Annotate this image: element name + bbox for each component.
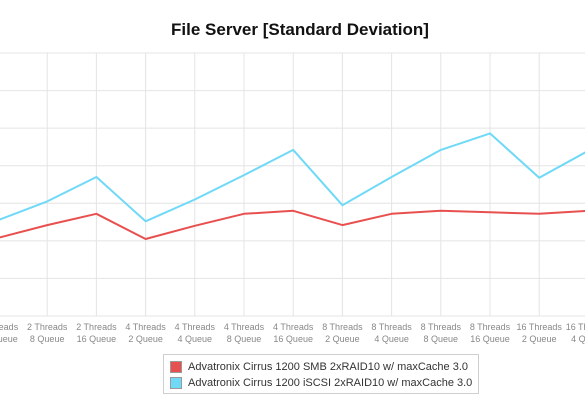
- x-tick-label-line1: 2 Threads: [27, 322, 68, 332]
- x-tick-label-line2: 2 Queue: [128, 334, 163, 344]
- x-tick-label-line1: 16 Threads: [566, 322, 585, 332]
- legend-swatch-smb: [170, 361, 182, 373]
- x-tick-label-line2: 2 Queue: [325, 334, 360, 344]
- legend-label-iscsi: Advatronix Cirrus 1200 iSCSI 2xRAID10 w/…: [188, 377, 473, 389]
- legend-item-iscsi: Advatronix Cirrus 1200 iSCSI 2xRAID10 w/…: [170, 376, 472, 390]
- x-tick-label-line2: 16 Queue: [0, 334, 18, 344]
- chart-legend: Advatronix Cirrus 1200 SMB 2xRAID10 w/ m…: [163, 354, 479, 394]
- x-tick-label: 4 Threads 16 Queue: [273, 322, 314, 344]
- x-tick-label-line2: 4 Queue: [571, 334, 585, 344]
- series-line-smb: [0, 209, 585, 240]
- x-tick-label-line2: 2 Queue: [522, 334, 557, 344]
- x-tick-label-line1: 4 Threads: [273, 322, 314, 332]
- series-line-iscsi: [0, 132, 585, 223]
- x-tick-label-line1: 4 Threads: [175, 322, 216, 332]
- x-tick-label-line1: 4 Threads: [125, 322, 166, 332]
- x-tick-label: 4 Threads 4 Queue: [175, 322, 216, 344]
- x-tick-label: 2 Threads 16 Queue: [76, 322, 117, 344]
- x-tick-label-line2: 8 Queue: [424, 334, 459, 344]
- legend-swatch-iscsi: [170, 377, 182, 389]
- chart-title: File Server [Standard Deviation]: [171, 20, 429, 39]
- x-tick-label-line1: 8 Threads: [371, 322, 412, 332]
- x-tick-label-line1: 8 Threads: [421, 322, 462, 332]
- x-tick-label-line1: 1 Threads: [0, 322, 19, 332]
- x-tick-label: 8 Threads 8 Queue: [421, 322, 462, 344]
- x-tick-label-line1: 8 Threads: [322, 322, 363, 332]
- x-tick-label: 2 Threads 8 Queue: [27, 322, 68, 344]
- x-tick-label: 4 Threads 8 Queue: [224, 322, 265, 344]
- x-tick-label: 8 Threads 4 Queue: [371, 322, 412, 344]
- legend-label-smb: Advatronix Cirrus 1200 SMB 2xRAID10 w/ m…: [188, 361, 469, 373]
- x-tick-label-line2: 4 Queue: [374, 334, 409, 344]
- x-tick-label-line1: 16 Threads: [517, 322, 563, 332]
- x-tick-label: 8 Threads 16 Queue: [470, 322, 511, 344]
- x-tick-label-line2: 8 Queue: [227, 334, 262, 344]
- x-tick-label-line2: 16 Queue: [470, 334, 510, 344]
- x-tick-label-line1: 4 Threads: [224, 322, 265, 332]
- x-tick-label: 4 Threads 2 Queue: [125, 322, 166, 344]
- x-tick-label: 8 Threads 2 Queue: [322, 322, 363, 344]
- legend-item-smb: Advatronix Cirrus 1200 SMB 2xRAID10 w/ m…: [170, 360, 468, 374]
- x-tick-label-line2: 16 Queue: [77, 334, 117, 344]
- x-tick-label: 16 Threads 2 Queue: [517, 322, 563, 344]
- x-tick-label: 1 Threads 16 Queue: [0, 322, 19, 344]
- x-tick-label-line2: 8 Queue: [30, 334, 65, 344]
- x-tick-label: 16 Threads 4 Queue: [566, 322, 585, 344]
- x-tick-label-line1: 8 Threads: [470, 322, 511, 332]
- x-tick-label-line2: 16 Queue: [273, 334, 313, 344]
- x-tick-label-line1: 2 Threads: [76, 322, 117, 332]
- x-tick-label-line2: 4 Queue: [178, 334, 213, 344]
